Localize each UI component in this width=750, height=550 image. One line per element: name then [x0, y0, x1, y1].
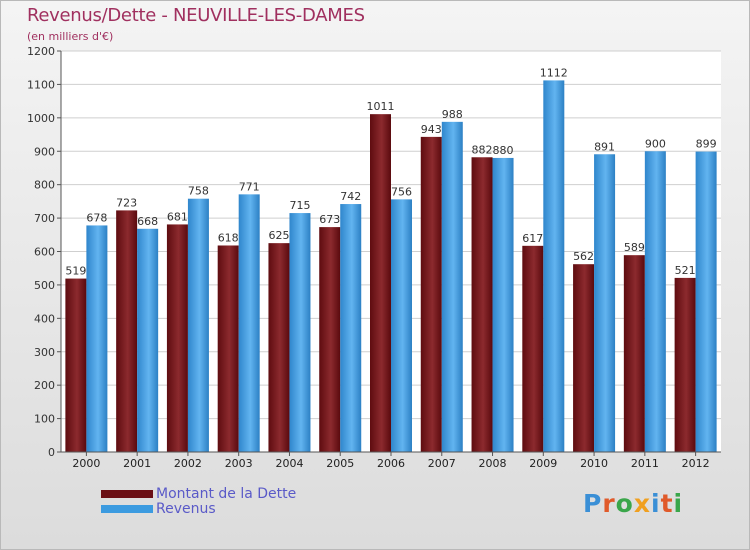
- x-tick-label: 2009: [529, 457, 557, 470]
- x-tick-label: 2008: [479, 457, 507, 470]
- bar-revenus: [391, 199, 412, 452]
- y-tick-label: 500: [34, 279, 55, 292]
- bar-dette: [65, 278, 87, 452]
- x-tick-label: 2002: [174, 457, 202, 470]
- bar-dette: [319, 227, 341, 452]
- data-label-dette: 625: [268, 229, 289, 242]
- y-tick-label: 0: [48, 446, 55, 459]
- bar-revenus: [137, 228, 159, 452]
- data-label-revenus: 756: [391, 185, 412, 198]
- x-axis: 2000 2001 2002 2003 2004 2005 2006 2007 2008 2009…: [61, 451, 721, 470]
- bar-revenus: [238, 194, 260, 453]
- data-label-dette: 882: [472, 143, 493, 156]
- data-label-revenus: 715: [289, 199, 310, 212]
- bar-revenus: [543, 80, 565, 452]
- data-label-dette: 521: [675, 264, 696, 277]
- data-label-dette: 589: [624, 241, 645, 254]
- data-label-revenus: 900: [645, 137, 666, 150]
- x-tick-label: 2004: [275, 457, 303, 470]
- proxiti-logo: Proxiti: [583, 489, 684, 518]
- bar-dette: [573, 264, 595, 452]
- y-tick-label: 100: [34, 413, 55, 426]
- y-tick-label: 700: [34, 212, 55, 225]
- bar-dette: [370, 114, 391, 452]
- bar-dette: [217, 245, 239, 452]
- data-label-revenus: 891: [594, 140, 615, 153]
- x-tick-label: 2000: [72, 457, 100, 470]
- data-label-revenus: 880: [493, 144, 514, 157]
- bar-dette: [471, 157, 493, 452]
- data-label-revenus: 678: [86, 211, 107, 224]
- legend-label-dette: Montant de la Dette: [156, 486, 297, 502]
- x-tick-label: 2003: [225, 457, 253, 470]
- data-label-dette: 943: [421, 123, 442, 136]
- x-tick-label: 2007: [428, 457, 456, 470]
- x-tick-label: 2006: [377, 457, 405, 470]
- data-label-revenus: 771: [239, 180, 260, 193]
- y-tick-label: 600: [34, 246, 55, 259]
- y-tick-label: 900: [34, 145, 55, 158]
- bar-revenus: [340, 204, 362, 452]
- bar-revenus: [594, 154, 616, 452]
- legend-swatch-dette: [101, 490, 153, 498]
- x-tick-label: 2005: [326, 457, 354, 470]
- bar-dette: [674, 277, 696, 452]
- data-label-dette: 519: [65, 265, 86, 278]
- data-label-dette: 673: [319, 213, 340, 226]
- x-tick-label: 2011: [631, 457, 659, 470]
- chart-title: Revenus/Dette - NEUVILLE-LES-DAMES: [27, 5, 365, 26]
- y-tick-label: 800: [34, 179, 55, 192]
- y-tick-label: 300: [34, 346, 55, 359]
- bar-revenus: [86, 225, 108, 452]
- y-tick-label: 200: [34, 379, 55, 392]
- legend-swatch-revenus: [101, 505, 153, 513]
- x-tick-label: 2012: [682, 457, 710, 470]
- bar-dette: [623, 255, 645, 452]
- data-label-revenus: 1112: [540, 66, 568, 79]
- bar-revenus: [289, 213, 311, 452]
- bar-revenus: [492, 157, 514, 452]
- data-label-revenus: 668: [137, 215, 158, 228]
- y-tick-label: 1100: [27, 78, 55, 91]
- data-label-dette: 1011: [367, 100, 395, 113]
- data-label-dette: 617: [522, 232, 543, 245]
- data-label-revenus: 742: [340, 190, 361, 203]
- y-axis: 0 100 200 300 400 500 600 700 800 900 1000 1100 1200: [27, 45, 62, 459]
- bar-revenus: [441, 121, 463, 453]
- chart-subtitle: (en milliers d'€): [27, 30, 114, 43]
- bar-dette: [116, 210, 138, 452]
- bar-dette: [522, 245, 544, 452]
- data-label-dette: 618: [218, 231, 239, 244]
- data-label-revenus: 988: [442, 108, 463, 121]
- data-label-dette: 681: [167, 210, 188, 223]
- y-tick-label: 1000: [27, 112, 55, 125]
- x-tick-label: 2001: [123, 457, 151, 470]
- bar-revenus: [695, 151, 717, 452]
- data-label-revenus: 899: [696, 138, 717, 151]
- data-label-revenus: 758: [188, 185, 209, 198]
- bar-revenus: [644, 151, 666, 452]
- y-tick-label: 400: [34, 312, 55, 325]
- y-tick-label: 1200: [27, 45, 55, 58]
- data-label-dette: 562: [573, 250, 594, 263]
- bar-dette: [420, 136, 442, 452]
- bar-dette: [166, 224, 188, 452]
- data-label-dette: 723: [116, 196, 137, 209]
- legend-label-revenus: Revenus: [156, 501, 216, 517]
- bar-revenus: [187, 198, 209, 452]
- bar-dette: [268, 243, 290, 452]
- x-tick-label: 2010: [580, 457, 608, 470]
